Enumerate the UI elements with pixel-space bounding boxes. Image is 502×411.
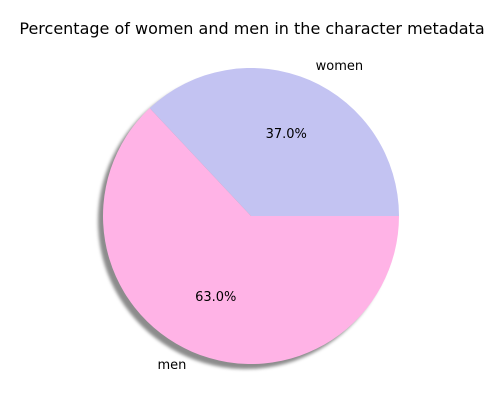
pct-label-men: 63.0% [195,290,236,305]
pie-labels: women 37.0% men 63.0% [157,59,363,373]
chart-title: Percentage of women and men in the chara… [19,19,484,38]
pct-label-women: 37.0% [266,127,307,142]
pie-slice-men [103,108,400,364]
pie-slice-women [149,67,399,216]
slice-label-men: men [157,358,186,373]
slice-label-women: women [316,59,364,74]
pie-slices [103,67,400,364]
